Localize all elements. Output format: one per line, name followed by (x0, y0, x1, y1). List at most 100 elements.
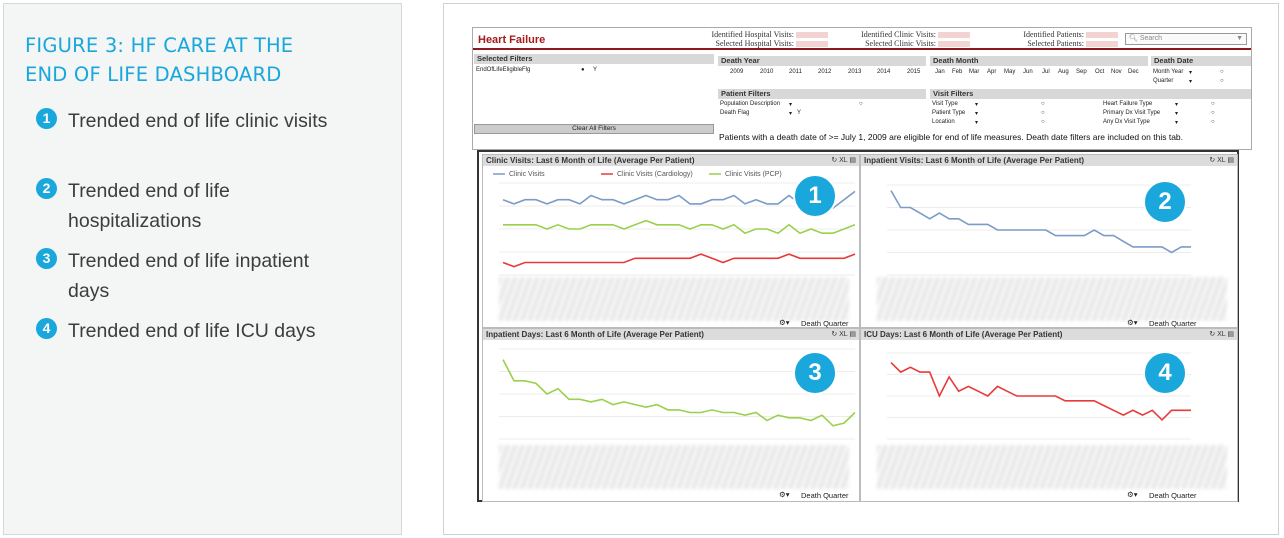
dashboard-filter-area: Heart Failure Identified Hospital Visits… (472, 27, 1252, 150)
radio-icon[interactable]: ○ (859, 101, 863, 107)
chevron-down-icon[interactable]: ▾ (1189, 70, 1193, 76)
location-filter[interactable]: Location (932, 119, 955, 125)
radio-icon[interactable]: ○ (1041, 101, 1045, 107)
year-2014[interactable]: 2014 (877, 69, 891, 75)
any-dx-visit-type-filter[interactable]: Any Dx Visit Type (1103, 119, 1150, 125)
year-2011[interactable]: 2011 (789, 69, 802, 75)
blurred-axis-labels (877, 277, 1227, 321)
xl-export-icon[interactable]: ↻ XL ▤ (1209, 331, 1234, 338)
patients-stat: Identified Patients: Selected Patients: (1003, 30, 1118, 48)
blurred-axis-labels (877, 445, 1227, 489)
month-jun[interactable]: Jun (1023, 69, 1033, 75)
chevron-down-icon[interactable]: ▾ (975, 120, 979, 126)
redacted-value (796, 32, 828, 39)
radio-icon[interactable]: ○ (1220, 78, 1224, 84)
year-2009[interactable]: 2009 (730, 69, 744, 75)
chart-title: Inpatient Visits: Last 6 Month of Life (… (861, 155, 1237, 166)
chevron-down-icon[interactable]: ▾ (975, 102, 979, 108)
month-jul[interactable]: Jul (1042, 69, 1050, 75)
visit-type-filter[interactable]: Visit Type (932, 101, 958, 107)
redacted-value (796, 41, 828, 48)
chevron-down-icon[interactable]: ▾ (789, 111, 793, 117)
clinic-visits-stat: Identified Clinic Visits: Selected Clini… (858, 30, 970, 48)
cycle-icon[interactable]: ⚙▾ (1127, 490, 1138, 499)
year-2015[interactable]: 2015 (907, 69, 921, 75)
heart-failure-type-filter[interactable]: Heart Failure Type (1103, 101, 1153, 107)
chevron-down-icon[interactable]: ▾ (789, 102, 793, 108)
selected-filter-dot-icon: ● (581, 67, 585, 73)
number-badge: 1 (793, 174, 837, 218)
radio-icon[interactable]: ○ (1041, 110, 1045, 116)
month-sep[interactable]: Sep (1076, 69, 1087, 75)
radio-icon[interactable]: ○ (1211, 119, 1215, 125)
radio-icon[interactable]: ○ (1211, 110, 1215, 116)
death-date-header: Death Date (1151, 56, 1251, 66)
radio-icon[interactable]: ○ (1220, 69, 1224, 75)
year-2010[interactable]: 2010 (760, 69, 774, 75)
inpatient-days-chart: Inpatient Days: Last 6 Month of Life (Av… (482, 328, 860, 502)
month-oct[interactable]: Oct (1095, 69, 1105, 75)
series-line-0 (502, 359, 856, 427)
month-nov[interactable]: Nov (1111, 69, 1122, 75)
search-input[interactable]: 🔍︎ Search ▼ (1125, 33, 1247, 45)
chevron-down-icon[interactable]: ▾ (1175, 120, 1179, 126)
month-dec[interactable]: Dec (1128, 69, 1139, 75)
redacted-value (938, 32, 970, 39)
cycle-icon[interactable]: ⚙▾ (779, 490, 790, 499)
clinic-visits-chart: Clinic Visits: Last 6 Month of Life (Ave… (482, 154, 860, 328)
month-jan[interactable]: Jan (935, 69, 945, 75)
series-line-1 (502, 253, 856, 268)
death-flag-value: Y (797, 110, 802, 116)
population-description-filter[interactable]: Population Description (720, 101, 781, 107)
month-aug[interactable]: Aug (1058, 69, 1069, 75)
radio-icon[interactable]: ○ (1211, 101, 1215, 107)
number-badge: 2 (1143, 180, 1187, 224)
number-badge: 4 (36, 318, 57, 339)
cycle-icon[interactable]: ⚙▾ (1127, 318, 1138, 327)
chevron-down-icon[interactable]: ▾ (1189, 79, 1193, 85)
death-flag-filter[interactable]: Death Flag (720, 110, 750, 116)
stat-label: Identified Clinic Visits: (861, 30, 936, 39)
selected-filters-header: Selected Filters (474, 54, 714, 64)
xl-export-icon[interactable]: ↻ XL ▤ (1209, 157, 1234, 164)
xl-export-icon[interactable]: ↻ XL ▤ (831, 157, 856, 164)
icu-days-plot (887, 352, 1191, 440)
death-date-option-month-year[interactable]: Month Year (1153, 69, 1184, 75)
hospital-visits-stat: Identified Hospital Visits: Selected Hos… (708, 30, 828, 48)
patient-type-filter[interactable]: Patient Type (932, 110, 966, 116)
legend-text: Trended end of life ICU days (68, 320, 316, 342)
month-apr[interactable]: Apr (987, 69, 997, 75)
cycle-icon[interactable]: ⚙▾ (779, 318, 790, 327)
year-2012[interactable]: 2012 (818, 69, 832, 75)
primary-dx-visit-type-filter[interactable]: Primary Dx Visit Type (1103, 110, 1161, 116)
series-line-2 (503, 219, 856, 235)
number-badge: 3 (36, 248, 57, 269)
stat-label: Selected Clinic Visits: (865, 39, 936, 48)
chart-title: Clinic Visits: Last 6 Month of Life (Ave… (483, 155, 859, 166)
legend-label: Clinic Visits (Cardiology) (617, 171, 693, 178)
chart-title: Inpatient Days: Last 6 Month of Life (Av… (483, 329, 859, 340)
chevron-down-icon[interactable]: ▾ (1175, 111, 1179, 117)
chevron-down-icon[interactable]: ▾ (975, 111, 979, 117)
chart-title: ICU Days: Last 6 Month of Life (Average … (861, 329, 1237, 340)
month-feb[interactable]: Feb (952, 69, 963, 75)
chevron-down-icon[interactable]: ▾ (1175, 102, 1179, 108)
stat-label: Selected Hospital Visits: (715, 39, 794, 48)
redacted-value (938, 41, 970, 48)
patient-filters-header: Patient Filters (718, 89, 926, 99)
figure-title: FIGURE 3: HF CARE AT THE END OF LIFE DAS… (25, 34, 294, 86)
xl-export-icon[interactable]: ↻ XL ▤ (831, 331, 856, 338)
year-2013[interactable]: 2013 (848, 69, 862, 75)
visit-filters-header: Visit Filters (930, 89, 1251, 99)
search-icon: 🔍︎ (1129, 35, 1138, 42)
dashboard-header: Heart Failure Identified Hospital Visits… (473, 28, 1251, 50)
selected-filter-field: EndOfLifeEligibleFlg (476, 67, 531, 73)
month-mar[interactable]: Mar (969, 69, 980, 75)
radio-icon[interactable]: ○ (1041, 119, 1045, 125)
stat-label: Selected Patients: (1027, 39, 1084, 48)
clear-all-filters-button[interactable]: Clear All Filters (474, 124, 714, 134)
month-may[interactable]: May (1004, 69, 1016, 75)
death-date-option-quarter[interactable]: Quarter (1153, 78, 1174, 84)
blurred-axis-labels (499, 277, 849, 321)
chevron-down-icon[interactable]: ▼ (1236, 35, 1243, 42)
